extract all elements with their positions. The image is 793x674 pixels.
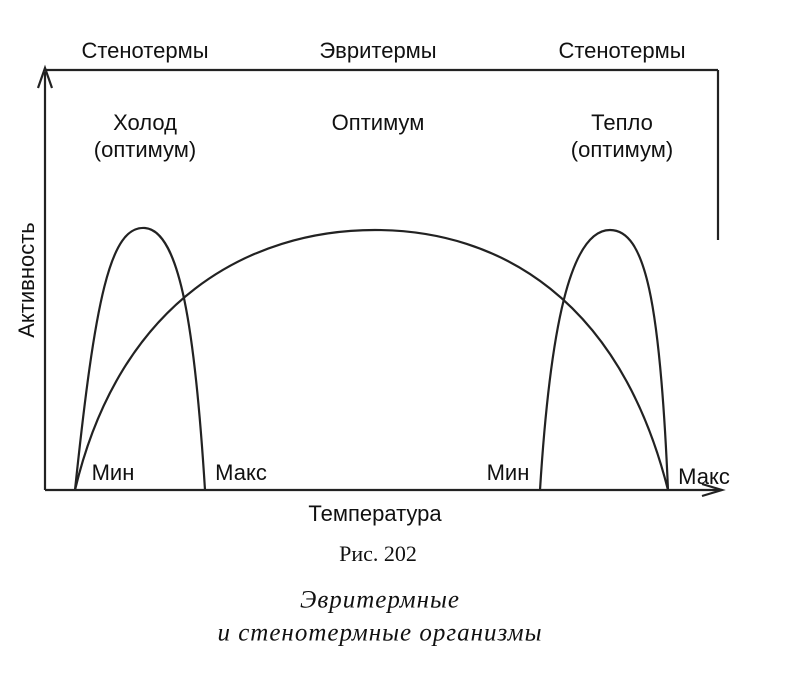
point-label: Мин — [92, 460, 135, 485]
x-axis-label: Температура — [308, 501, 442, 526]
optimum-label: (оптимум) — [571, 137, 673, 162]
cold-stenotherm-curve — [73, 226, 207, 491]
y-axis-label: Активность — [14, 222, 39, 338]
optimum-label: (оптимум) — [94, 137, 196, 162]
optimum-label: Оптимум — [332, 110, 425, 135]
warm-stenotherm-curve — [538, 228, 670, 491]
point-label: Макс — [215, 460, 267, 485]
caption-line: Эвритермные — [300, 587, 460, 614]
x-arrow — [701, 482, 726, 498]
point-label: Макс — [678, 464, 730, 489]
point-label: Мин — [487, 460, 530, 485]
caption-line: и стенотермные организмы — [217, 620, 542, 647]
optimum-label: Тепло — [591, 110, 653, 135]
header-label: Стенотермы — [81, 38, 208, 63]
y-arrow — [36, 64, 54, 89]
eurytherm-curve — [73, 228, 670, 491]
axes-frame — [36, 64, 726, 498]
optimum-label: Холод — [113, 110, 177, 135]
header-label: Эвритермы — [319, 38, 436, 63]
header-label: Стенотермы — [558, 38, 685, 63]
caption-number: Рис. 202 — [339, 541, 417, 566]
